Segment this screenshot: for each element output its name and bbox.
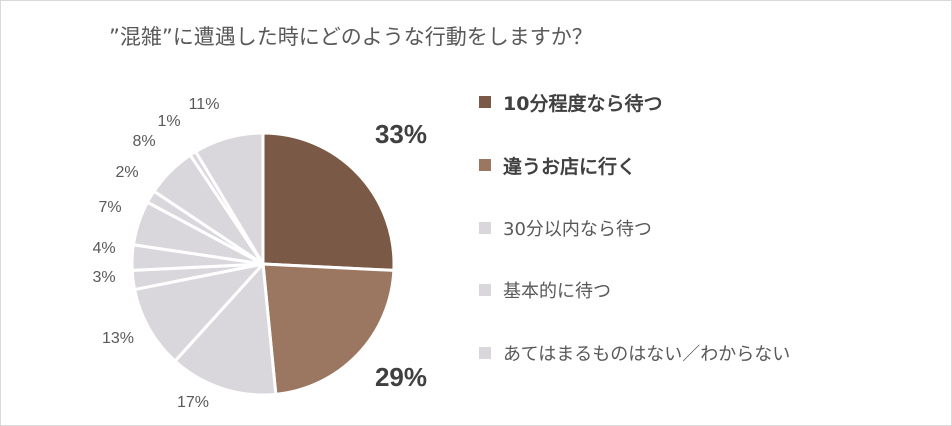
legend-label: 基本的に待つ [503,281,611,302]
legend-swatch [479,96,491,108]
legend-swatch [479,347,491,359]
data-label-4: 13% [102,330,134,347]
pie-slice-4 [133,262,265,363]
data-label-7: 7% [98,199,121,216]
legend-label: 違うお店に行く [503,155,637,178]
legend-label: 30分以内なら待つ [503,219,652,240]
pie-slice-2 [261,262,396,396]
data-label-1: 33% [375,119,427,149]
pie-slice-3 [173,262,278,397]
pie-slice-11 [194,131,265,266]
pie-slice-1 [261,131,396,272]
legend-swatch [479,159,491,171]
data-label-10: 1% [157,113,180,130]
data-label-5: 3% [92,269,115,286]
data-label-3: 17% [177,394,209,411]
chart-title: ”混雑”に遭遇した時にどのような行動をしますか？ [109,25,593,49]
data-label-11: 11% [189,96,220,113]
legend-item: 基本的に待つ [479,275,611,305]
legend-item: 10分程度なら待つ [479,87,662,117]
data-label-6: 4% [92,240,115,257]
legend-swatch [479,284,491,296]
legend-label: あてはまるものはない／わからない [503,344,791,365]
legend-label: 10分程度なら待つ [503,92,663,115]
legend-item: 違うお店に行く [479,150,636,180]
data-label-2: 29% [375,362,427,392]
legend-swatch [479,222,491,234]
data-label-8: 2% [115,164,138,181]
data-label-9: 8% [132,133,155,150]
legend-item: 30分以内なら待つ [479,213,652,243]
legend-item: あてはまるものはない／わからない [479,338,790,368]
